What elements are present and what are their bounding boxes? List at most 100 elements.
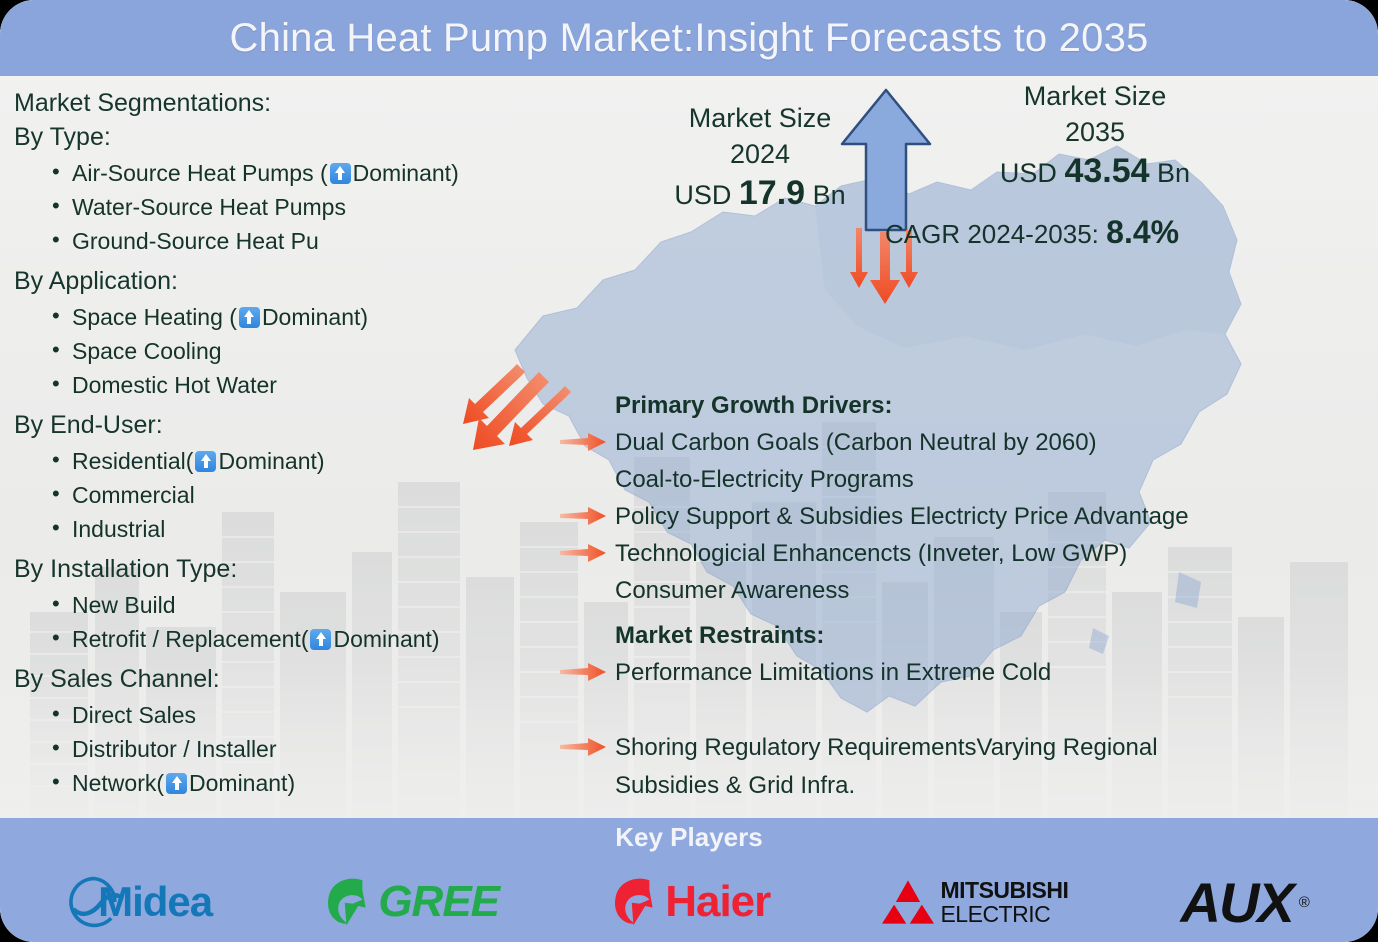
segmentation-bullet-item: Industrial (14, 511, 574, 546)
mitsubishi-wordmark: MITSUBISHI ELECTRIC (940, 878, 1068, 926)
right-arrow-bullet-icon (560, 433, 606, 451)
market-restraint-text: Shoring Regulatory RequirementsVarying R… (615, 734, 1158, 799)
segmentation-bullet-list: Space Heating ( Dominant) Space Cooling Dom… (14, 299, 574, 402)
dominant-up-arrow-icon (329, 163, 351, 184)
segmentation-bullet-item: New Build (14, 587, 574, 622)
growth-driver-text: Dual Carbon Goals (Carbon Neutral by 206… (615, 429, 1097, 456)
segmentation-bullet-item: Air-Source Heat Pumps ( Dominant) (14, 155, 574, 190)
segmentation-group-label: By Type: (14, 123, 111, 151)
right-arrow-bullet-icon (560, 663, 606, 681)
growth-drivers-list: Dual Carbon Goals (Carbon Neutral by 206… (560, 424, 1360, 609)
key-player-logo[interactable]: MITSUBISHI ELECTRIC (882, 878, 1069, 926)
growth-driver-item: Technologicial Enhancencts (Inveter, Low… (560, 535, 1360, 572)
market-size-2035-label: Market Size (1023, 81, 1167, 111)
page-title: China Heat Pump Market:Insight Forecasts… (229, 15, 1149, 60)
aux-registered-trademark-icon: ® (1298, 893, 1310, 911)
market-size-2024: Market Size 2024 USD 17.9 Bn (655, 100, 865, 213)
market-size-2035-year: 2035 (1064, 117, 1126, 147)
segmentation-bullet-list: New Build Retrofit / Replacement( Dominant… (14, 587, 574, 656)
segmentation-item-text: Industrial (72, 516, 166, 542)
segmentation-item-text: Space Cooling (72, 338, 222, 364)
segmentation-item-text: Water-Source Heat Pumps (72, 194, 346, 220)
dominant-up-arrow-icon (195, 451, 217, 472)
midea-swirl-icon (69, 876, 122, 928)
key-player-logo[interactable]: GREE (324, 875, 500, 929)
segmentation-bullet-item: Space Cooling (14, 333, 574, 368)
market-restraints-title: Market Restraints: (615, 622, 825, 649)
segmentation-bullet-item: Distributor / Installer (14, 731, 574, 766)
segmentation-item-text: Retrofit / Replacement( (72, 626, 309, 652)
segmentation-bullet-item: Domestic Hot Water (14, 367, 574, 402)
segmentation-group-label: By Application: (14, 267, 178, 295)
segmentation-bullet-item: Commercial (14, 477, 574, 512)
segmentation-item-text: New Build (72, 592, 176, 618)
segmentation-bullet-item: Network(Dominant) (14, 765, 574, 800)
growth-driver-text: Consumer Awareness (615, 577, 850, 604)
market-size-2035-value: USD 43.54 Bn (945, 152, 1245, 191)
right-arrow-bullet-icon (560, 738, 606, 756)
growth-drivers-panel: Primary Growth Drivers: Dual Carbon Goal… (560, 388, 1360, 609)
key-player-logo[interactable]: AUX ® (1181, 870, 1310, 935)
cagr-value: 8.4% (1106, 214, 1180, 250)
segmentations-heading: Market Segmentations: (14, 89, 272, 117)
growth-driver-item: Coal-to-Electricity Programs (560, 461, 1360, 498)
segmentation-item-text: Air-Source Heat Pumps ( (72, 160, 328, 186)
midea-wordmark: Midea (98, 878, 213, 925)
unit-2035: Bn (1157, 158, 1191, 188)
market-restraints-panel: Market Restraints: Performance Limitatio… (560, 618, 1360, 805)
dominant-up-arrow-icon (166, 773, 188, 794)
segmentation-item-suffix: Dominant) (261, 304, 369, 330)
segmentation-bullet-item: Residential( Dominant) (14, 443, 574, 478)
haier-wordmark: Haier (665, 877, 771, 926)
market-size-2024-label: Market Size (688, 103, 832, 133)
key-player-logo[interactable]: Midea (68, 875, 213, 929)
cagr-statement: CAGR 2024-2035: 8.4% (885, 214, 1179, 251)
segmentation-bullet-list: Direct Sales Distributor / Installer Netwo… (14, 697, 574, 800)
segmentation-item-suffix: Dominant) (218, 448, 325, 474)
segmentation-bullet-list: Air-Source Heat Pumps ( Dominant)Water-So… (14, 155, 574, 258)
gree-wordmark: GREE (378, 877, 500, 926)
growth-driver-text: Technologicial Enhancencts (Inveter, Low… (615, 540, 1128, 567)
segmentation-bullet-item: Ground-Source Heat Pu (14, 223, 574, 258)
key-players-logos: Midea GREE Haier MITSUBISHI ELECTRIC AUX ® (0, 862, 1378, 942)
orange-down-arrows-icon (850, 228, 918, 304)
market-restraint-item: Shoring Regulatory RequirementsVarying R… (560, 729, 1260, 805)
growth-driver-text: Coal-to-Electricity Programs (615, 466, 914, 493)
currency-2035: USD (999, 158, 1057, 188)
segmentation-item-suffix: Dominant) (189, 770, 296, 796)
segmentation-item-text: Domestic Hot Water (72, 372, 277, 398)
cagr-label: CAGR 2024-2035: (885, 219, 1107, 249)
gree-mark-icon (328, 878, 366, 926)
segmentation-bullet-item: Space Heating ( Dominant) (14, 299, 574, 334)
segmentation-item-text: Space Heating ( (72, 304, 237, 330)
segmentation-item-suffix: Dominant) (333, 626, 440, 652)
market-restraint-text: Performance Limitations in Extreme Cold (615, 659, 1052, 686)
market-size-2035: Market Size 2035 USD 43.54 Bn (945, 78, 1245, 191)
diagonal-orange-arrows-icon (463, 364, 571, 450)
segmentation-groups: By Type: Air-Source Heat Pumps ( Dominant)… (14, 120, 574, 800)
dominant-up-arrow-icon (310, 629, 332, 650)
restraints-spacer (560, 691, 1360, 729)
market-size-2024-year: 2024 (729, 139, 791, 169)
growth-driver-item: Consumer Awareness (560, 572, 1360, 609)
value-2024: 17.9 (738, 174, 806, 212)
growth-driver-text: Policy Support & Subsidies Electricty Pr… (615, 503, 1189, 530)
aux-wordmark: AUX (1180, 870, 1295, 934)
market-size-2024-value: USD 17.9 Bn (655, 174, 865, 213)
unit-2024: Bn (812, 180, 846, 210)
growth-up-arrow-icon (840, 88, 932, 232)
right-arrow-bullet-icon (560, 544, 606, 562)
dominant-up-arrow-icon (238, 307, 260, 328)
key-player-logo[interactable]: Haier (611, 875, 771, 929)
segmentation-item-suffix: Dominant) (352, 160, 459, 186)
growth-driver-item: Dual Carbon Goals (Carbon Neutral by 206… (560, 424, 1360, 461)
segmentation-item-text: Ground-Source Heat Pu (72, 228, 319, 254)
segmentation-item-text: Residential( (72, 448, 194, 474)
mitsubishi-line2: ELECTRIC (940, 901, 1051, 927)
growth-driver-item: Policy Support & Subsidies Electricty Pr… (560, 498, 1360, 535)
china-map-silhouette (514, 145, 1242, 713)
mitsubishi-diamonds-icon (882, 880, 935, 924)
segmentation-item-text: Distributor / Installer (72, 736, 277, 762)
segmentation-bullet-item: Direct Sales (14, 697, 574, 732)
